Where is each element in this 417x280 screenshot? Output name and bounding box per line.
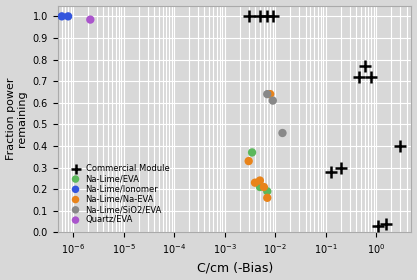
Commercial Module [264, 14, 271, 18]
Na-Lime/EVA [264, 189, 271, 193]
Na-Lime/Ionomer [58, 14, 65, 18]
Commercial Module [397, 144, 404, 148]
Y-axis label: Fraction power
remaining: Fraction power remaining [5, 78, 27, 160]
Legend: Commercial Module, Na-Lime/EVA, Na-Lime/Ionomer, Na-Lime/Na-EVA, Na-Lime/SiO2/EV: Commercial Module, Na-Lime/EVA, Na-Lime/… [65, 162, 171, 226]
Na-Lime/Na-EVA [264, 195, 271, 200]
Na-Lime/Na-EVA [267, 92, 274, 96]
Na-Lime/EVA [249, 150, 255, 155]
Commercial Module [362, 64, 368, 68]
Na-Lime/SiO2/EVA [269, 98, 276, 103]
Na-Lime/SiO2/EVA [279, 131, 286, 135]
Na-Lime/EVA [256, 185, 263, 189]
Quartz/EVA [87, 17, 94, 22]
Commercial Module [328, 170, 335, 174]
X-axis label: C/cm (-Bias): C/cm (-Bias) [196, 262, 273, 274]
Na-Lime/Ionomer [65, 14, 71, 18]
Na-Lime/Ionomer [50, 14, 56, 18]
Na-Lime/Na-EVA [256, 178, 263, 183]
Commercial Module [368, 74, 374, 79]
Commercial Module [383, 221, 390, 226]
Na-Lime/Na-EVA [245, 159, 252, 163]
Na-Lime/Na-EVA [251, 180, 258, 185]
Commercial Module [245, 14, 252, 18]
Commercial Module [337, 165, 344, 170]
Na-Lime/SiO2/EVA [264, 92, 271, 96]
Commercial Module [355, 74, 362, 79]
Na-Lime/Na-EVA [261, 185, 267, 189]
Commercial Module [256, 14, 263, 18]
Commercial Module [375, 224, 382, 228]
Commercial Module [269, 14, 276, 18]
